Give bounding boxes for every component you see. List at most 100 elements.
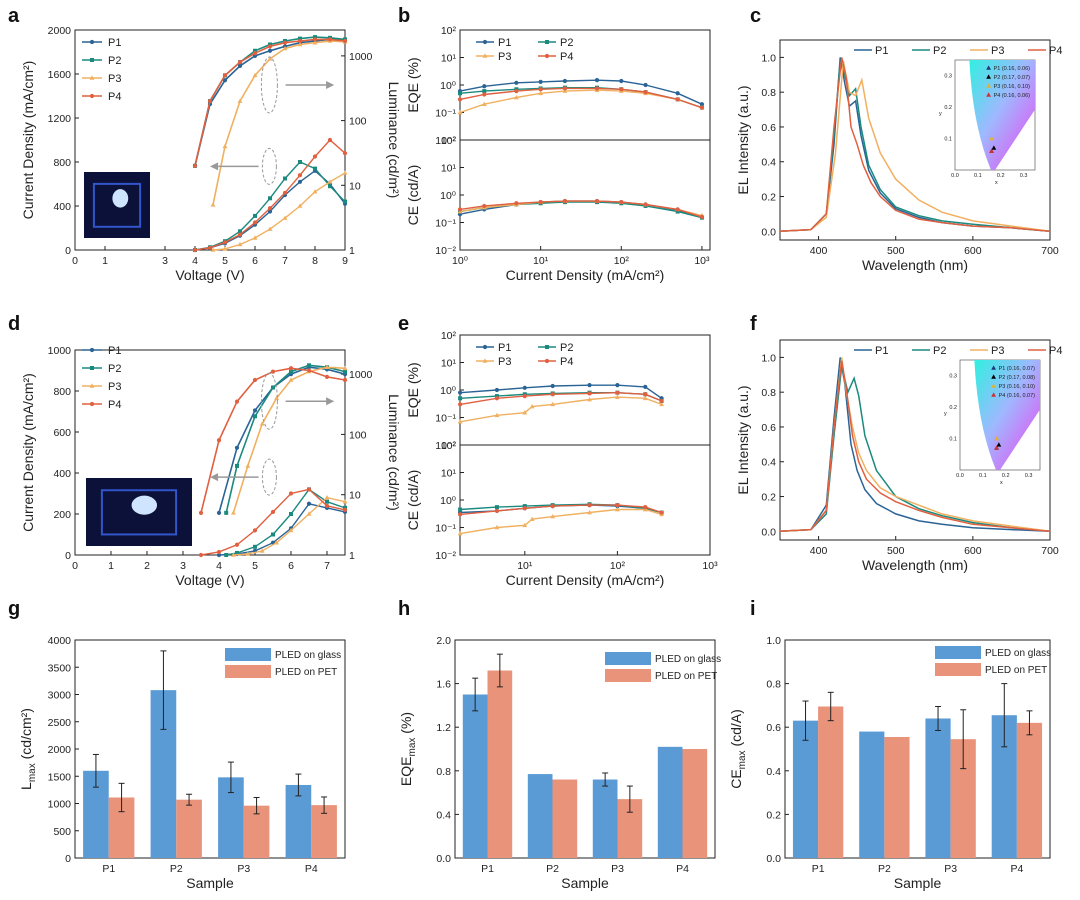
- luminance-point-P3: [324, 364, 330, 370]
- luminance-point-P4: [252, 377, 258, 383]
- current-point-P3: [306, 511, 312, 516]
- y-tick-label: 500: [53, 826, 71, 838]
- current-line-P3: [212, 172, 346, 251]
- legend-label-P4: P4: [560, 356, 573, 368]
- chart-f: 400 500 600 700 0.0 0.2 0.4 0.6 0.8 1.0 Wavelength…: [735, 339, 1062, 573]
- eqe-point-P4: [699, 105, 705, 110]
- luminance-point-P4: [342, 377, 348, 383]
- y-tick-label: 0: [65, 245, 71, 257]
- cie-legend-marker: [991, 383, 996, 388]
- legend-marker-P1: [89, 39, 95, 45]
- luminance-line-P2: [225, 364, 346, 514]
- eqe-point-P1: [538, 79, 543, 84]
- current-point-P3: [342, 170, 348, 175]
- y2-tick-label: 1000: [349, 369, 373, 381]
- legend-label-P3: P3: [108, 381, 121, 393]
- luminance-point-P2: [235, 463, 239, 468]
- ce-point-P4: [615, 503, 620, 508]
- eqe-point-P1: [587, 383, 592, 388]
- ce-point-P4: [457, 207, 463, 212]
- eqe-point-P4: [619, 87, 624, 92]
- y-tick-label: 0.0: [761, 526, 776, 538]
- legend-label-glass: PLED on glass: [985, 648, 1051, 659]
- x-tick-label: 6: [288, 560, 294, 572]
- current-point-P4: [267, 206, 273, 211]
- current-point-P4: [234, 542, 240, 547]
- ce-point-P2: [522, 504, 527, 509]
- eqe-point-P3: [529, 403, 535, 409]
- bar-glass: [925, 718, 951, 858]
- legend-label-P2: P2: [108, 363, 121, 375]
- legend-marker-P3: [89, 383, 95, 388]
- inset-y-tick: 0.3: [944, 74, 952, 80]
- ce-point-P4: [643, 202, 648, 207]
- ce-line-P3: [459, 508, 662, 535]
- current-point-P3: [324, 495, 330, 500]
- luminance-point-P4: [237, 60, 243, 65]
- luminance-point-P2: [271, 385, 275, 390]
- legend-label-pet: PLED on PET: [985, 665, 1047, 676]
- current-point-P2: [289, 512, 293, 516]
- ce-point-P4: [675, 207, 680, 212]
- y-tick-label: 10⁰: [440, 80, 457, 92]
- cie-point: [991, 145, 997, 150]
- x-tick-label: 600: [964, 545, 982, 557]
- luminance-point-P1: [237, 63, 243, 69]
- y-tick-label: 3000: [48, 690, 72, 702]
- luminance-point-P2: [253, 414, 257, 419]
- luminance-point-P3: [231, 510, 236, 515]
- eqe-point-P1: [494, 387, 500, 393]
- legend-marker-P4: [544, 358, 550, 364]
- x-tick-label: 700: [1041, 545, 1059, 557]
- luminance-point-P3: [267, 56, 273, 61]
- y-tick-label: 0.0: [766, 853, 781, 865]
- eqe-point-P2: [458, 91, 462, 96]
- y-tick-label: 10²: [441, 25, 457, 37]
- x-tick-label: 7: [324, 560, 330, 572]
- legend-marker-P3: [482, 358, 488, 363]
- eqe-point-P1: [643, 384, 648, 389]
- luminance-point-P1: [234, 445, 240, 450]
- current-point-P3: [342, 499, 348, 504]
- cie-legend-label: P2 (0.17, 0.07): [994, 75, 1031, 81]
- eqe-point-P4: [562, 86, 568, 91]
- y-tick-label: 2500: [48, 717, 72, 729]
- legend-marker-P4: [89, 93, 95, 99]
- ce-point-P4: [522, 506, 527, 511]
- current-point-P4: [270, 509, 276, 515]
- x-tick-label: 3: [180, 560, 186, 572]
- eqe-point-P3: [615, 394, 620, 399]
- luminance-point-P2: [224, 510, 229, 515]
- current-point-P3: [267, 226, 273, 231]
- x-tick-label: P3: [237, 863, 250, 875]
- luminance-point-P4: [306, 368, 312, 373]
- y-tick-label: 0.2: [761, 492, 776, 504]
- x-tick-label: P4: [1010, 863, 1023, 875]
- y-tick-label: 400: [53, 201, 71, 213]
- x-tick-label: P1: [102, 863, 115, 875]
- panel-label-e: e: [398, 313, 409, 335]
- current-point-P3: [231, 552, 236, 557]
- bar-pet: [243, 805, 270, 858]
- bar-pet: [176, 799, 202, 858]
- x-axis-label: Voltage (V): [175, 572, 244, 588]
- axes-frame: [74, 349, 346, 556]
- ce-point-P4: [494, 508, 500, 514]
- eqe-point-P2: [482, 89, 487, 94]
- current-point-P2: [313, 166, 317, 171]
- ce-point-P3: [550, 513, 556, 519]
- eqe-point-P4: [482, 92, 487, 97]
- y2-tick-label: 10: [349, 490, 361, 502]
- current-point-P4: [342, 151, 348, 156]
- photo-glow: [112, 189, 129, 208]
- ce-point-P4: [482, 203, 487, 209]
- legend-label-P4: P4: [560, 51, 573, 63]
- eqe-line-P1: [459, 79, 703, 105]
- x-tick-label: P4: [305, 863, 318, 875]
- panel-label-h: h: [398, 598, 410, 620]
- y-tick-label: 0.8: [761, 387, 776, 399]
- luminance-point-P2: [343, 369, 347, 374]
- annotation-ellipse: [260, 372, 278, 430]
- luminance-line-P1: [218, 366, 346, 514]
